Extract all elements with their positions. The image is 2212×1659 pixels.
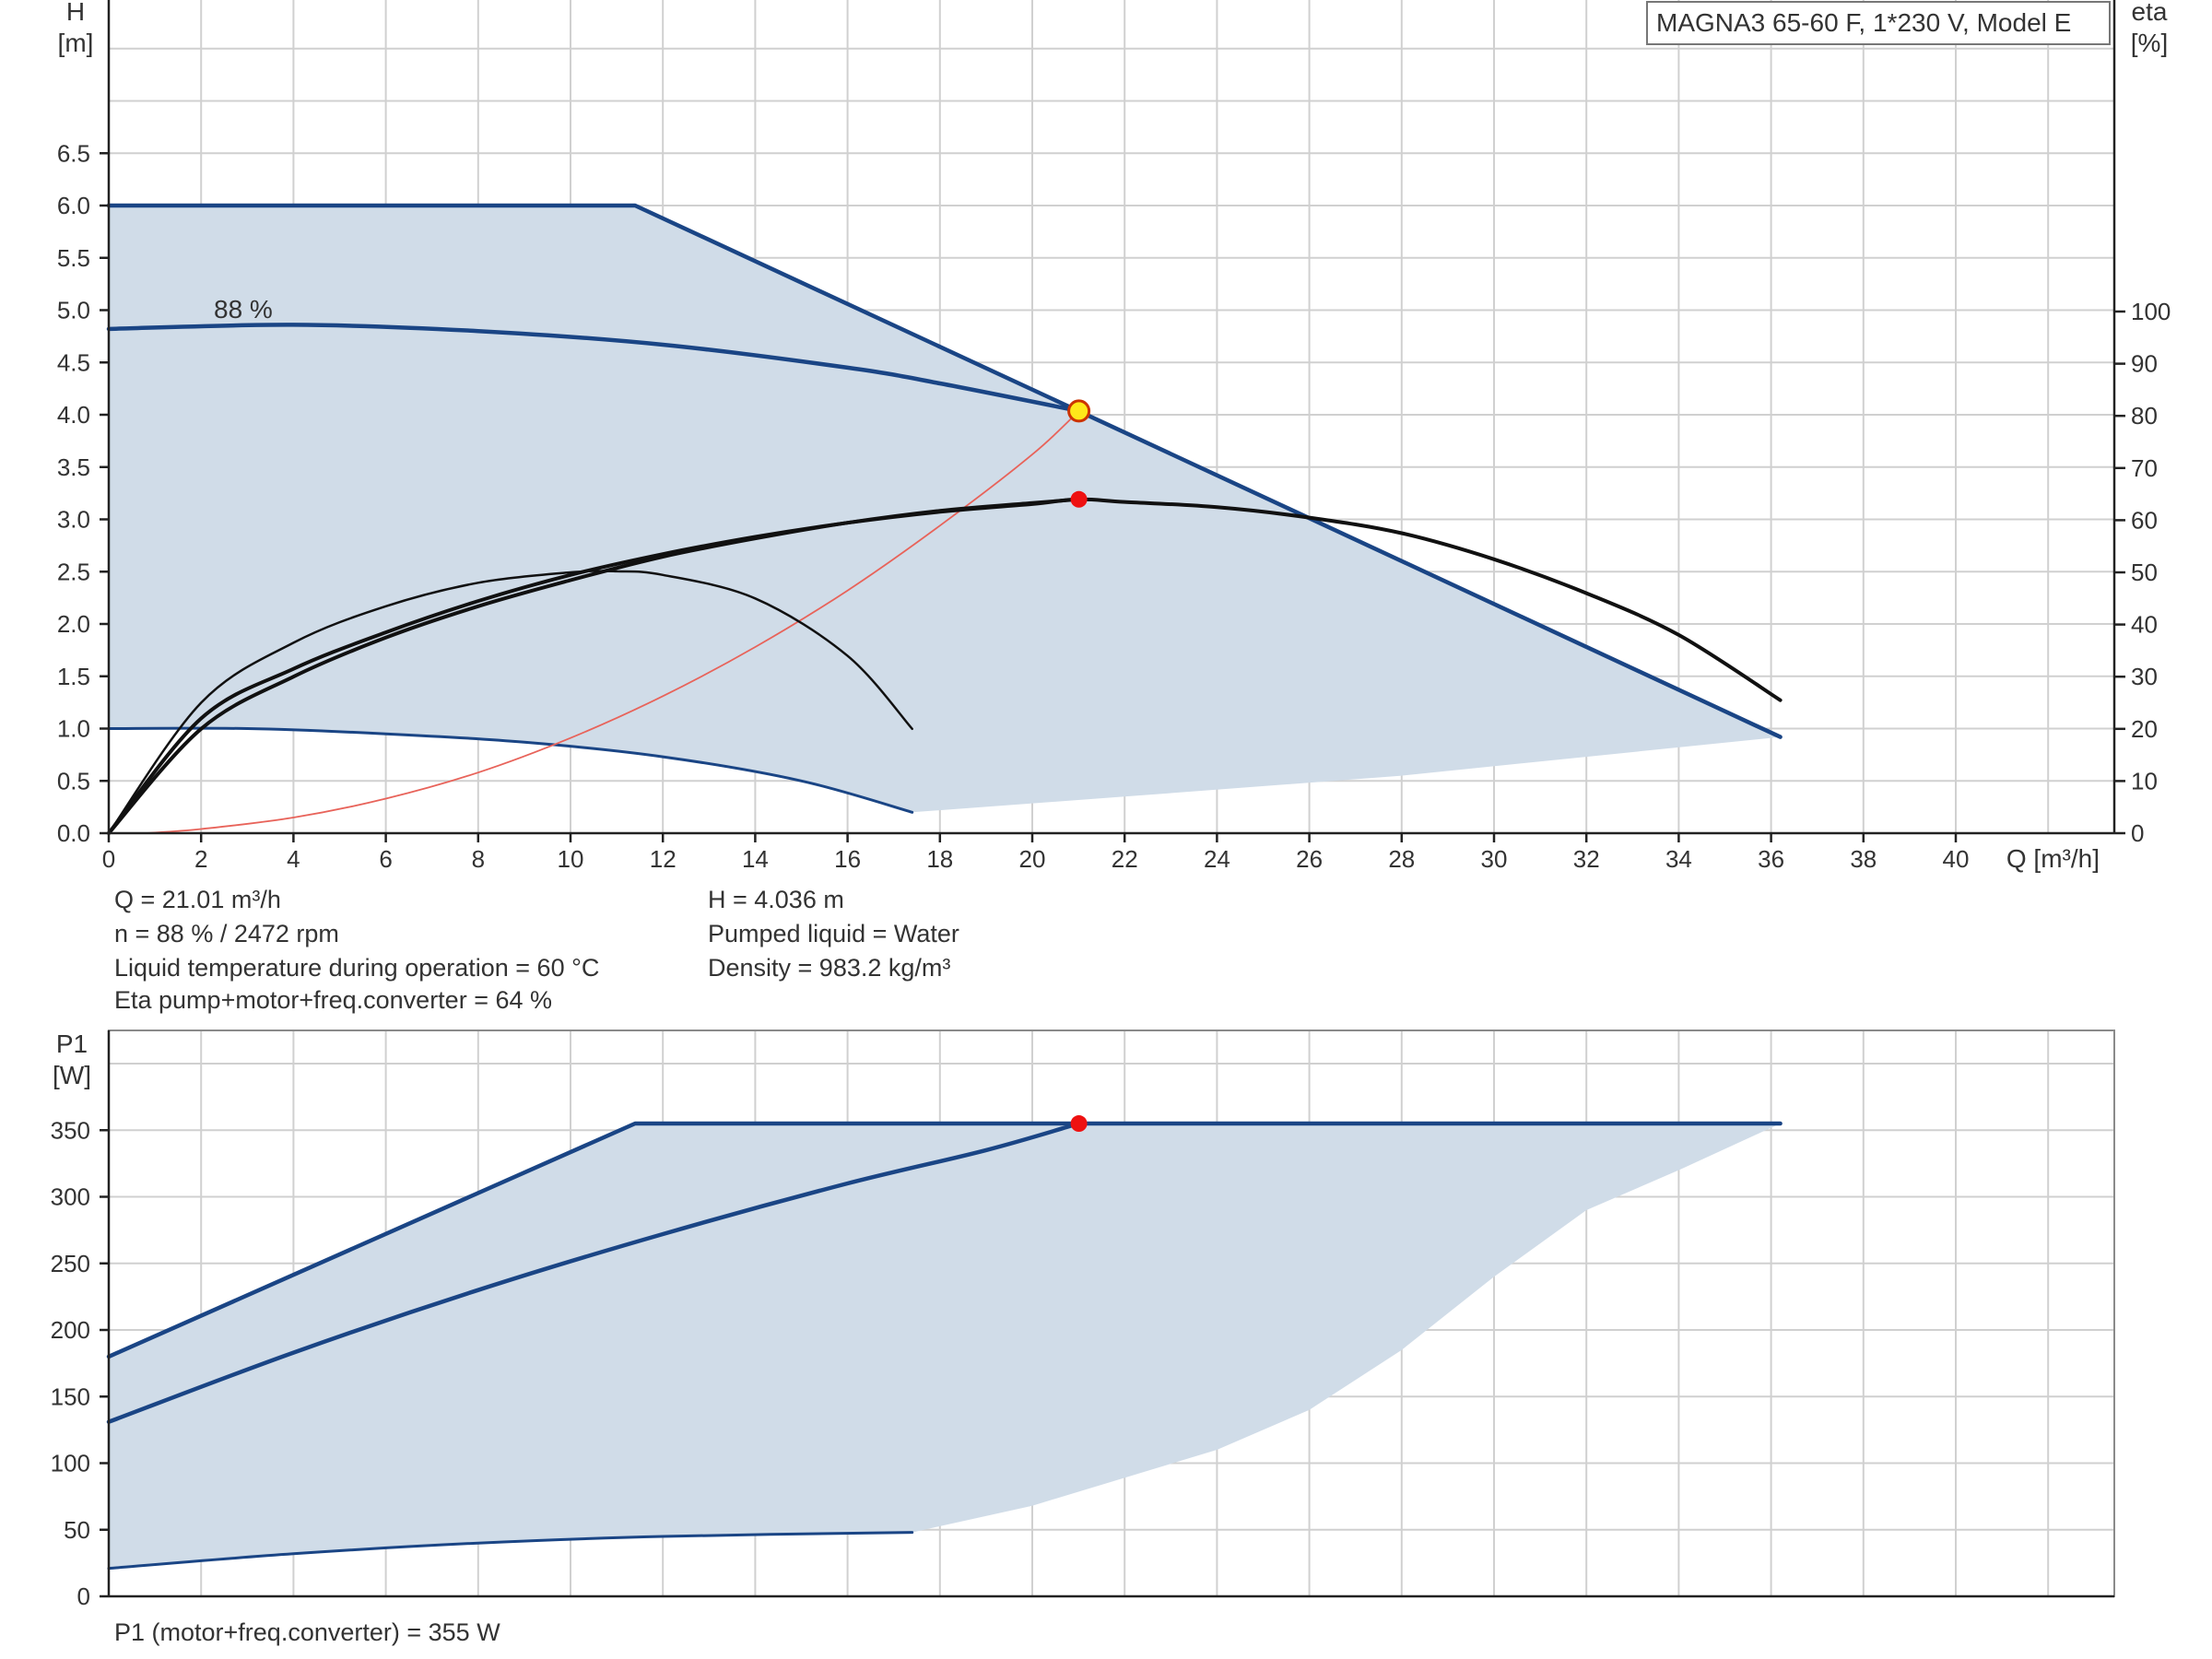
eta-tick-label: 60	[2131, 506, 2158, 534]
h-axis-unit: [m]	[58, 29, 94, 57]
p1-axis-unit: [W]	[53, 1061, 91, 1089]
x-tick-label: 36	[1758, 845, 1784, 873]
power-chart-ticks: 0 50 100 150 200 250 300 350	[51, 1116, 109, 1610]
info-head: H = 4.036 m	[708, 886, 844, 913]
operating-info: Q = 21.01 m³/h H = 4.036 m n = 88 % / 24…	[114, 886, 959, 1646]
min-curve-line	[107, 726, 914, 814]
system-curve-line	[145, 410, 1080, 834]
h-tick-label: 4.0	[57, 401, 90, 429]
h-tick-label: 1.0	[57, 715, 90, 743]
eta-tick-label: 0	[2131, 819, 2144, 847]
h-tick-label: 5.5	[57, 244, 90, 272]
x-tick-label: 2	[194, 845, 207, 873]
p1-tick-label: 200	[51, 1316, 90, 1344]
h-tick-label: 3.0	[57, 506, 90, 534]
x-tick-label: 16	[834, 845, 861, 873]
info-power: P1 (motor+freq.converter) = 355 W	[114, 1618, 500, 1646]
x-tick-label: 14	[742, 845, 769, 873]
eta-tick-label: 100	[2131, 298, 2171, 325]
power-duty-point-marker	[1070, 1115, 1088, 1133]
h-tick-label: 0.0	[57, 819, 90, 847]
p1-tick-label: 300	[51, 1183, 90, 1211]
p1-duty-line	[106, 1121, 1081, 1424]
eta-tick-label: 10	[2131, 767, 2158, 794]
h-tick-label: 0.5	[57, 767, 90, 794]
power-range-area	[109, 1124, 1781, 1569]
info-liquid: Pumped liquid = Water	[708, 920, 959, 947]
curve-speed-label: 88 %	[214, 295, 273, 324]
x-tick-label: 30	[1481, 845, 1508, 873]
p1-max-line	[106, 1121, 1783, 1359]
p1-tick-label: 50	[64, 1516, 90, 1544]
head-eta-chart: 0 2 4 6 8 10 12 14 16 18 20 22 24 26 28 30 32 34 36 38 400.0…	[57, 0, 2171, 873]
duty-point-marker	[1067, 399, 1091, 423]
x-tick-label: 18	[926, 845, 953, 873]
power-chart: 0 50 100 150 200 250 300 350 P1 [W]	[51, 1030, 2115, 1610]
p1-tick-label: 250	[51, 1250, 90, 1277]
x-tick-label: 28	[1388, 845, 1415, 873]
info-flow: Q = 21.01 m³/h	[114, 886, 281, 913]
x-tick-label: 4	[287, 845, 300, 873]
x-tick-label: 8	[472, 845, 485, 873]
x-tick-label: 38	[1850, 845, 1877, 873]
eta-min-line	[107, 570, 913, 835]
x-tick-label: 0	[102, 845, 115, 873]
eta-tick-label: 40	[2131, 611, 2158, 639]
q-axis-label: Q [m³/h]	[2006, 844, 2100, 873]
x-tick-label: 12	[650, 845, 677, 873]
x-tick-label: 22	[1112, 845, 1138, 873]
head-chart-ticks: 0 2 4 6 8 10 12 14 16 18 20 22 24 26 28 30 32 34 36 38 400.0…	[57, 139, 2171, 873]
h-tick-label: 2.0	[57, 610, 90, 638]
eta-tick-label: 80	[2131, 402, 2158, 429]
h-tick-label: 6.5	[57, 139, 90, 167]
p1-tick-label: 350	[51, 1116, 90, 1144]
eta-tick-label: 70	[2131, 454, 2158, 482]
power-chart-series	[106, 1115, 1783, 1571]
info-efficiency: Eta pump+motor+freq.converter = 64 %	[114, 986, 552, 1014]
eta-tick-label: 20	[2131, 715, 2158, 743]
eta-duty-line	[107, 497, 1081, 835]
efficiency-point-marker	[1070, 490, 1088, 508]
h-tick-label: 6.0	[57, 192, 90, 219]
x-tick-label: 24	[1204, 845, 1230, 873]
eta-axis-unit: [%]	[2131, 29, 2168, 57]
p1-tick-label: 100	[51, 1450, 90, 1477]
h-tick-label: 1.5	[57, 663, 90, 690]
p1-tick-label: 150	[51, 1382, 90, 1410]
x-tick-label: 20	[1019, 845, 1046, 873]
head-chart-series	[106, 203, 1783, 835]
eta-tick-label: 30	[2131, 663, 2158, 690]
p1-tick-label: 0	[77, 1583, 90, 1610]
p1-axis-label: P1	[56, 1030, 88, 1058]
x-tick-label: 40	[1943, 845, 1970, 873]
eta-tick-label: 50	[2131, 559, 2158, 586]
x-tick-label: 34	[1665, 845, 1692, 873]
duty-curve-line	[106, 323, 1081, 414]
eta-axis-label: eta	[2132, 0, 2168, 26]
x-tick-label: 10	[558, 845, 584, 873]
max-curve-line	[106, 203, 1783, 739]
h-axis-label: H	[66, 0, 85, 26]
h-tick-label: 2.5	[57, 558, 90, 585]
h-tick-label: 5.0	[57, 297, 90, 324]
x-tick-label: 6	[379, 845, 392, 873]
x-tick-label: 26	[1296, 845, 1323, 873]
info-temperature: Liquid temperature during operation = 60…	[114, 954, 599, 982]
model-legend-box	[1646, 1, 2111, 45]
x-tick-label: 32	[1573, 845, 1600, 873]
eta-tick-label: 90	[2131, 350, 2158, 378]
h-tick-label: 4.5	[57, 348, 90, 376]
p1-min-line	[107, 1531, 914, 1571]
h-tick-label: 3.5	[57, 453, 90, 481]
model-legend-text: MAGNA3 65-60 F, 1*230 V, Model E	[1656, 8, 2071, 37]
info-speed: n = 88 % / 2472 rpm	[114, 920, 339, 947]
info-density: Density = 983.2 kg/m³	[708, 954, 950, 982]
